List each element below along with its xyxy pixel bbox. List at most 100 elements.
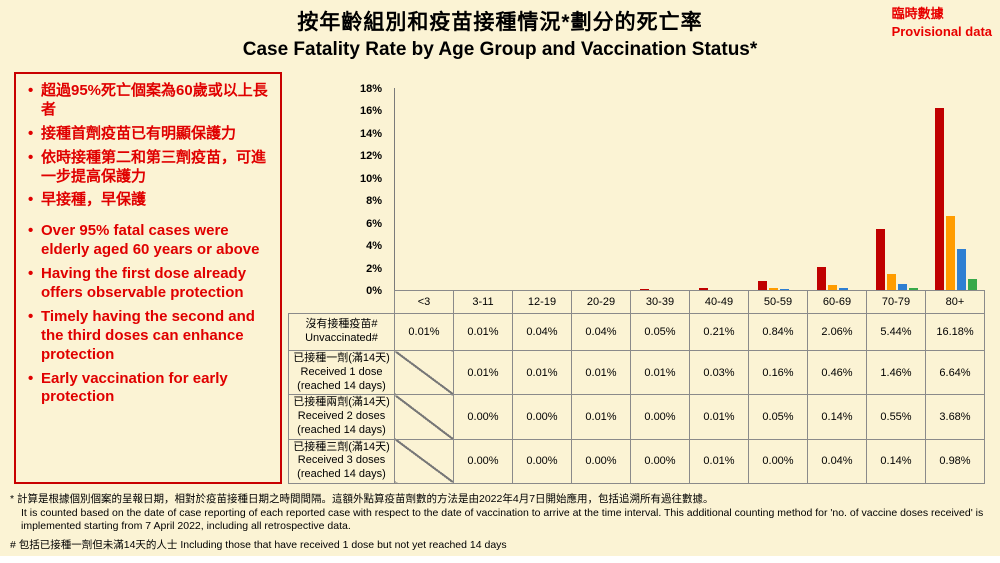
key-message-item: Early vaccination for early protection (26, 370, 272, 408)
series-label: 已接種兩劑(滿14天) Received 2 doses (reached 14 d… (288, 394, 395, 440)
y-axis-label: 16% (359, 105, 382, 118)
value-cell: 0.16% (748, 349, 808, 396)
bar (650, 289, 660, 290)
value-cell: 0.03% (689, 349, 749, 396)
series-label-line: (reached 14 days) (297, 379, 386, 392)
not-applicable-cell (394, 438, 454, 484)
bar (768, 288, 778, 290)
series-label-line: (reached 14 days) (297, 423, 386, 436)
value-cell: 0.14% (866, 438, 926, 484)
value-cell: 0.01% (453, 349, 513, 396)
age-column-header: 50-59 (748, 290, 808, 314)
bar (473, 289, 483, 290)
bar-group-40-49 (690, 88, 749, 290)
bar (816, 266, 826, 290)
age-column-header: 80+ (925, 290, 985, 314)
key-messages-box: 超過95%死亡個案為60歲或以上長者接種首劑疫苗已有明顯保護力依時接種第二和第三… (14, 72, 282, 484)
footnote-hash: # 包括已接種一劑但未滿14天的人士 Including those that … (10, 538, 507, 551)
value-cell: 0.04% (571, 313, 631, 351)
bar (462, 289, 472, 290)
series-label: 已接種三劑(滿14天) Received 3 doses (reached 14 d… (288, 438, 395, 484)
value-cell: 0.05% (748, 394, 808, 440)
bar (934, 108, 944, 290)
table-corner-cell (289, 291, 395, 314)
age-column-header: 70-79 (866, 290, 926, 314)
bar (521, 289, 531, 290)
series-label-line: Received 3 doses (297, 454, 386, 467)
bottom-strip (0, 556, 1000, 563)
bar (709, 289, 719, 290)
bar (731, 289, 741, 290)
series-label-line: 已接種一劑(滿14天) (293, 352, 390, 364)
value-cell: 6.64% (925, 349, 985, 396)
value-cell: 0.84% (748, 313, 808, 351)
y-axis-label: 8% (366, 195, 382, 208)
value-cell: 0.00% (512, 438, 572, 484)
value-cell: 0.01% (571, 349, 631, 396)
bar (639, 289, 649, 290)
provisional-zh: 臨時數據 (891, 6, 944, 21)
table-row: 已接種一劑(滿14天) Received 1 dose (reached 14 da… (288, 349, 985, 396)
bar (956, 248, 966, 290)
key-message-item: Having the first dose already offers obs… (26, 265, 272, 303)
bar-group-70-79 (867, 88, 926, 290)
series-label-line: 沒有接種疫苗# (305, 318, 378, 331)
value-cell: 0.00% (571, 438, 631, 484)
y-axis-label: 14% (359, 127, 382, 140)
y-axis-label: 2% (366, 262, 382, 275)
series-label-line: 已接種三劑(滿14天) (293, 440, 390, 453)
value-cell: 0.04% (807, 438, 867, 484)
key-messages-en: Over 95% fatal cases were elderly aged 6… (26, 222, 272, 407)
key-message-item: Over 95% fatal cases were elderly aged 6… (26, 222, 272, 260)
value-cell: 0.01% (689, 438, 749, 484)
value-cell: 0.01% (689, 394, 749, 440)
bar-group-20-29 (572, 88, 631, 290)
not-applicable-cell (394, 349, 454, 396)
y-axis-label: 4% (366, 240, 382, 253)
value-cell: 0.00% (630, 438, 690, 484)
value-cell: 1.46% (866, 349, 926, 396)
value-cell: 0.00% (453, 438, 513, 484)
age-column-header: 40-49 (689, 290, 749, 314)
key-message-item: 接種首劑疫苗已有明顯保護力 (26, 125, 272, 144)
table-row: 已接種兩劑(滿14天) Received 2 doses (reached 14 d… (288, 394, 985, 440)
bar (897, 283, 907, 290)
value-cell: 2.06% (807, 313, 867, 351)
value-cell: 0.00% (512, 394, 572, 440)
bar-chart (394, 88, 985, 290)
value-cell: 0.55% (866, 394, 926, 440)
bar-group-3-11 (454, 88, 513, 290)
series-label: 已接種一劑(滿14天) Received 1 dose (reached 14 da… (288, 349, 395, 396)
bar-group-60-69 (808, 88, 867, 290)
value-cell: 0.01% (394, 313, 454, 351)
bar (591, 289, 601, 290)
key-message-item: 超過95%死亡個案為60歲或以上長者 (26, 82, 272, 120)
age-column-header: 60-69 (807, 290, 867, 314)
bar (886, 273, 896, 290)
bar (602, 289, 612, 290)
bar (875, 228, 885, 290)
value-cell: 3.68% (925, 394, 985, 440)
value-cell: 0.01% (630, 349, 690, 396)
key-message-item: 早接種，早保護 (26, 191, 272, 210)
table-header-row: <3 3-11 12-19 20-29 30-39 40-49 50-59 60-69 70-7… (289, 290, 985, 314)
table-row: 沒有接種疫苗# Unvaccinated# 0.01% 0.01% 0.04% 0.04%… (288, 313, 985, 351)
y-axis-label: 10% (359, 172, 382, 185)
bar (967, 279, 977, 290)
y-axis-label: 18% (359, 83, 382, 95)
value-cell: 0.01% (571, 394, 631, 440)
value-cell: 0.98% (925, 438, 985, 484)
y-axis-label: 0% (366, 285, 382, 297)
value-cell: 0.04% (512, 313, 572, 351)
title-en: Case Fatality Rate by Age Group and Vacc… (242, 39, 758, 60)
value-cell: 0.00% (453, 394, 513, 440)
key-messages-zh: 超過95%死亡個案為60歲或以上長者接種首劑疫苗已有明顯保護力依時接種第二和第三… (26, 82, 272, 210)
provisional-en: Provisional data (891, 23, 992, 39)
series-label-line: Unvaccinated# (305, 332, 378, 344)
series-label-line: (reached 14 days) (297, 468, 386, 480)
value-cell: 0.01% (453, 313, 513, 351)
bar (403, 289, 413, 290)
bar (827, 284, 837, 290)
value-cell: 5.44% (866, 313, 926, 351)
bar (532, 289, 542, 290)
